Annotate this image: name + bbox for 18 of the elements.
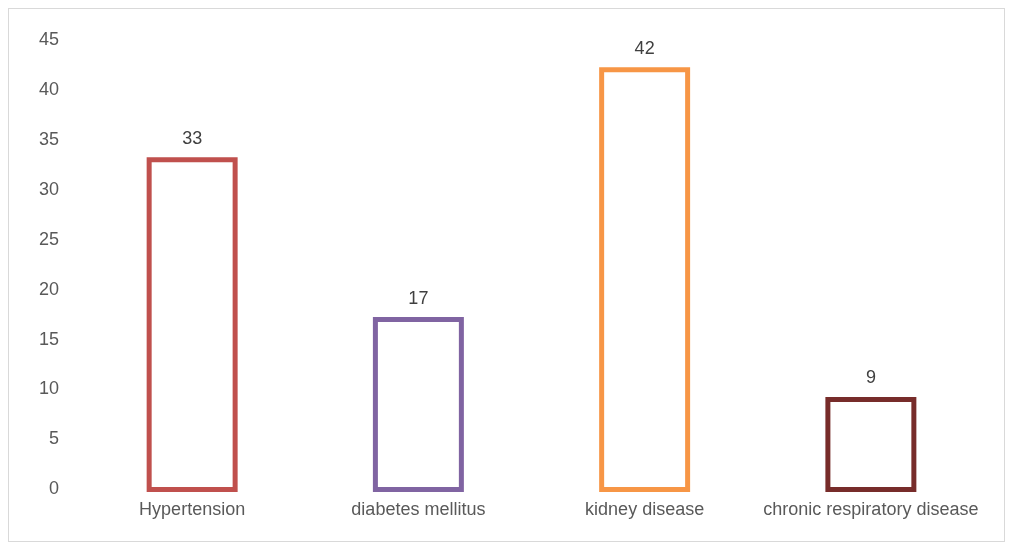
x-tick-label: Hypertension <box>139 499 246 520</box>
x-tick-label: diabetes mellitus <box>351 499 486 520</box>
y-tick-label: 40 <box>38 78 60 99</box>
y-tick-label: 0 <box>49 478 60 499</box>
y-tick-label: 45 <box>38 28 60 49</box>
y-tick-label: 15 <box>38 328 60 349</box>
y-tick-label: 25 <box>38 228 60 249</box>
y-tick-label: 5 <box>49 428 60 449</box>
data-label: 17 <box>408 287 429 308</box>
data-label: 9 <box>865 367 876 388</box>
y-tick-label: 10 <box>38 378 60 399</box>
y-tick-label: 20 <box>38 278 60 299</box>
x-tick-label: chronic respiratory disease <box>763 499 979 520</box>
y-tick-label: 30 <box>38 178 60 199</box>
y-tick-label: 35 <box>38 128 60 149</box>
x-tick-label: kidney disease <box>585 499 705 520</box>
data-label: 33 <box>182 127 203 148</box>
data-label: 42 <box>634 37 655 58</box>
